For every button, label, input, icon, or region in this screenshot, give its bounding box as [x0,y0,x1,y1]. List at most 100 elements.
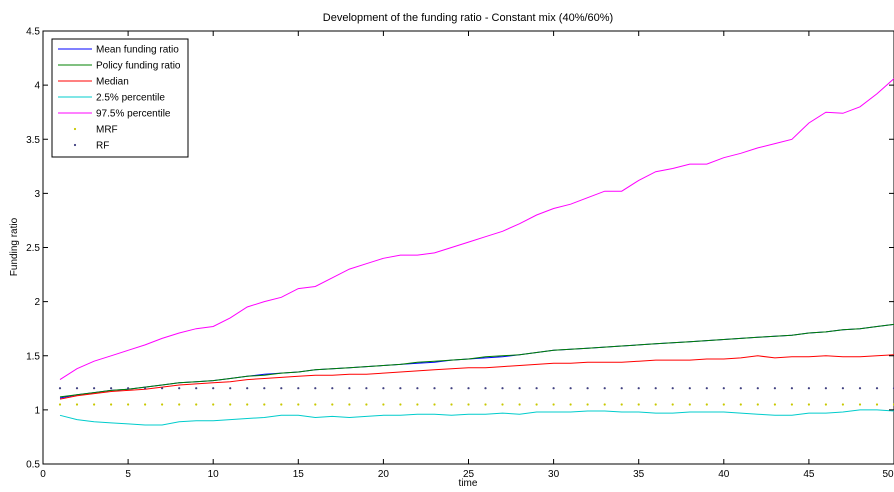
series-5-point [875,403,879,406]
series-6-point [535,387,538,390]
series-5-point [603,403,606,406]
legend-entry: Policy funding ratio [58,61,181,72]
y-tick-label: 2 [34,297,40,308]
series-5-point [535,403,538,406]
series-5-point [569,403,572,406]
series-6-point [399,387,402,390]
series-6-point [773,387,777,390]
series-6-point [110,387,113,390]
x-tick-label: 50 [882,469,894,480]
tick-layer: 0 5 10 15 20 25 30 35 40 45 50 0.5 1 1.5 2 2.5 3 3.5 4 4.5 [26,27,894,480]
series-5-point [331,403,334,406]
x-tick-label: 30 [548,469,560,480]
series-5-point [620,403,623,406]
series-5-point [688,403,691,406]
series-2-line [59,354,894,400]
series-6-point [58,387,62,390]
series-5-point [722,403,725,406]
series-5-point [450,403,453,406]
legend-box [51,38,189,158]
series-5-point [399,403,402,406]
series-6-point [365,387,368,390]
series-6-point [705,387,708,390]
series-5-point [195,403,198,406]
series-6-point [161,387,164,390]
series-3-line [59,409,894,426]
legend-swatch [73,143,77,147]
series-1 [59,323,894,398]
series-5-point [110,403,113,406]
series-6-point [178,387,181,390]
series-5-point [671,403,674,406]
series-6-point [552,387,555,390]
legend: Mean funding ratio Policy funding ratio Me… [51,38,189,158]
series-6-point [688,387,691,390]
series-6-point [654,387,657,390]
series-6-point [671,387,674,390]
series-6-point [75,387,79,390]
y-axis-label: Funding ratio [9,217,20,276]
series-5-point [824,403,828,406]
series-6-point [637,387,640,390]
series-5-point [58,403,62,406]
series-5-point [93,403,96,406]
series-6-point [416,387,419,390]
series-6-point [212,387,215,390]
series-5-point [807,403,811,406]
legend-entry: 97.5% percentile [58,109,171,120]
series-4 [59,78,894,381]
legend-entry: 2.5% percentile [58,93,165,104]
series-6-point [518,387,521,390]
series-6-point [263,387,266,390]
y-tick-label: 1 [34,405,40,416]
series-6-point [569,387,572,390]
x-tick-label: 40 [718,469,730,480]
series-5-point [705,403,708,406]
legend-label: Policy funding ratio [96,61,181,72]
series-5-point [365,403,368,406]
series-6-point [722,387,725,390]
series-5-point [518,403,521,406]
legend-entry: Mean funding ratio [58,45,179,56]
series-6-point [433,387,436,390]
x-tick-label: 25 [463,469,475,480]
series-6-point [297,387,300,390]
series-5-point [348,403,351,406]
x-tick-label: 5 [125,469,131,480]
x-tick-label: 10 [208,469,220,480]
series-6-point [790,387,794,390]
series-6-point [314,387,317,390]
legend-entry: MRF [73,125,118,136]
series-6-point [501,387,504,390]
x-tick-label: 20 [378,469,390,480]
series-6-point [450,387,453,390]
series-5-point [467,403,470,406]
series-5-point [212,403,215,406]
x-tick-label: 45 [803,469,815,480]
series-6-point [127,387,130,390]
series-6-point [875,387,879,390]
series-6-point [382,387,385,390]
series-6-point [93,387,96,390]
series-5-point [297,403,300,406]
y-tick-label: 1.5 [26,351,40,362]
legend-label: Mean funding ratio [96,45,179,56]
series-5-point [790,403,794,406]
series-3 [59,409,894,426]
series-5-point [314,403,317,406]
series-5-point [127,403,130,406]
series-5-point [144,403,147,406]
series-6-point [280,387,283,390]
legend-swatch [73,127,77,131]
y-tick-label: 3.5 [26,135,40,146]
series-6 [58,387,894,390]
legend-label: 97.5% percentile [96,109,171,120]
series-5 [58,403,894,406]
series-6-point [348,387,351,390]
series-5-point [382,403,385,406]
x-tick-label: 15 [293,469,305,480]
x-axis-label: time [459,478,478,487]
series-5-point [484,403,487,406]
legend-entry: Median [58,77,129,88]
